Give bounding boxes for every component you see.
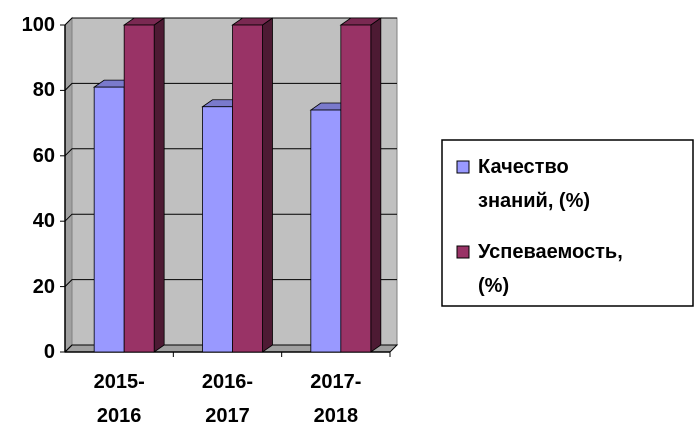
side-wall [64, 16, 73, 354]
bar [123, 24, 155, 353]
x-tick-label: 2015-2016 [93, 371, 145, 427]
legend-box [441, 139, 694, 307]
grid-line [64, 82, 397, 91]
y-tick-label: 0 [43, 341, 55, 363]
bar [340, 24, 372, 353]
bar [93, 86, 125, 353]
grid-line [64, 279, 397, 287]
grid-line [64, 148, 397, 157]
bar [310, 109, 342, 353]
legend-label: Успеваемость, (%) [478, 241, 623, 297]
bar-side [153, 17, 165, 353]
y-tick-label: 60 [32, 144, 55, 167]
bar [202, 106, 233, 353]
bar-side [370, 17, 382, 353]
bar-side [262, 17, 273, 353]
y-tick-label: 100 [21, 14, 55, 36]
legend-label: Качество знаний, (%) [478, 156, 591, 212]
y-tick-label: 40 [32, 210, 55, 233]
grid-line [64, 213, 397, 222]
bar [232, 24, 263, 353]
y-tick-label: 80 [32, 79, 55, 102]
legend-swatch [456, 160, 470, 174]
x-tick-label: 2016-2017 [201, 371, 254, 427]
grid-line [64, 344, 397, 353]
grid-line [64, 17, 397, 26]
y-tick-label: 20 [32, 275, 55, 298]
x-tick-label: 2017-2018 [310, 371, 362, 427]
legend-swatch [456, 245, 470, 259]
